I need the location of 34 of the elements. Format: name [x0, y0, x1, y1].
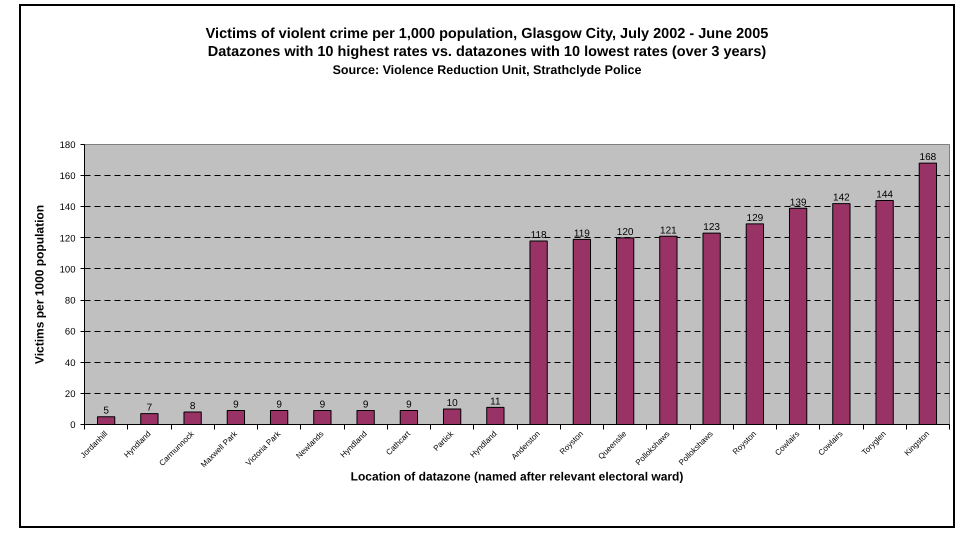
y-tick-label: 160 [60, 171, 76, 182]
y-tick-label: 120 [60, 233, 76, 244]
chart-title: Victims of violent crime per 1,000 population, Glasgow City, July 2002 - June 2005 [204, 25, 770, 43]
data-label: 10 [446, 398, 458, 409]
data-label: 142 [833, 192, 850, 204]
data-label: 168 [920, 152, 937, 164]
data-label: 5 [103, 406, 110, 417]
data-label: 139 [790, 197, 807, 208]
data-label: 9 [276, 400, 282, 410]
y-axis-title: Victims per 1000 population [32, 204, 47, 364]
y-tick-label: 180 [60, 140, 76, 151]
data-label: 129 [746, 212, 764, 224]
y-tick-label: 80 [64, 296, 76, 307]
x-axis-title: Location of datazone (named after relevant electoral ward) [350, 470, 684, 484]
y-tick-label: 20 [64, 388, 76, 400]
data-label: 9 [362, 400, 369, 410]
y-tick-label: 0 [70, 420, 76, 431]
data-label: 11 [490, 396, 502, 408]
data-label: 9 [233, 400, 240, 410]
y-tick-label: 140 [60, 202, 76, 214]
data-label: 119 [574, 228, 590, 240]
data-label: 8 [190, 401, 196, 412]
y-tick-label: 40 [64, 358, 76, 369]
data-label: 9 [320, 400, 326, 410]
data-label: 7 [146, 402, 153, 414]
data-label: 144 [876, 190, 894, 200]
data-label: 9 [406, 400, 412, 410]
chart-subtitle: Datazones with 10 highest rates vs. datazones with 10 lowest rates (over 3 years) [206, 43, 768, 61]
source-note: Source: Violence Reduction Unit, Strathclyde Police [332, 62, 642, 79]
data-label: 123 [703, 222, 720, 234]
data-label: 120 [616, 226, 634, 238]
data-label: 121 [660, 225, 678, 236]
y-tick-label: 100 [60, 264, 76, 276]
y-tick-label: 60 [64, 326, 76, 338]
